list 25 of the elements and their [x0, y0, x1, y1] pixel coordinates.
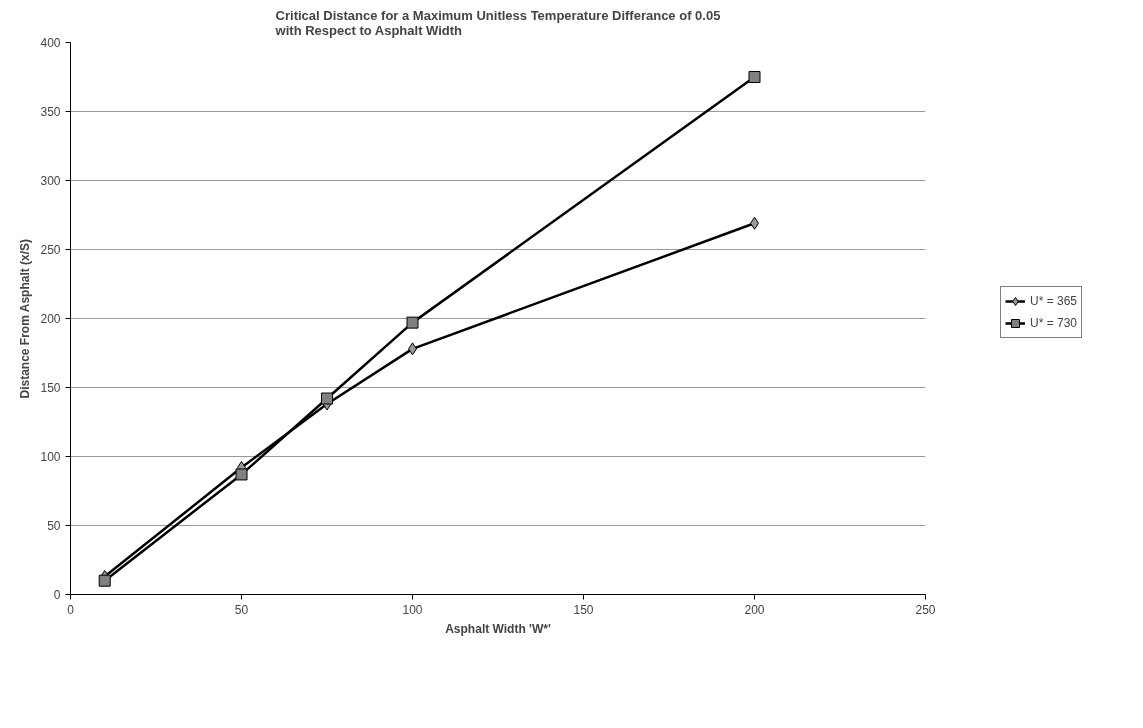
x-tick-label: 50 [234, 602, 249, 617]
x-axis-title: Asphalt Width 'W*' [445, 621, 551, 636]
x-tick-label: 0 [67, 602, 75, 617]
y-tick-label: 150 [40, 381, 61, 395]
y-tick-label: 50 [47, 519, 61, 533]
y-tick-label: 100 [40, 450, 61, 464]
y-tick-label: 400 [40, 36, 61, 50]
y-tick-label: 300 [40, 174, 61, 188]
point [98, 574, 111, 587]
point [235, 468, 248, 481]
x-tick-label: 150 [573, 602, 594, 617]
point [748, 71, 761, 83]
y-tick-label: 250 [40, 243, 61, 257]
y-tick-label: 350 [40, 105, 61, 119]
x-tick-label: 250 [915, 602, 936, 617]
x-tick-label: 100 [402, 602, 423, 617]
legend-label: U* = 730 [1030, 316, 1078, 330]
legend-label: U* = 365 [1030, 294, 1078, 308]
y-tick-label: 0 [53, 588, 61, 602]
point [321, 392, 333, 405]
y-tick-label: 200 [40, 312, 61, 326]
chart-title: Critical Distance for a Maximum Unitless Temperature Differance of 0.05 with Respect to Asphalt Width [274, 7, 721, 38]
x-tick-label: 200 [744, 602, 765, 617]
point [406, 316, 419, 329]
y-axis-title: Distance From Asphalt (x/S) [18, 238, 33, 399]
